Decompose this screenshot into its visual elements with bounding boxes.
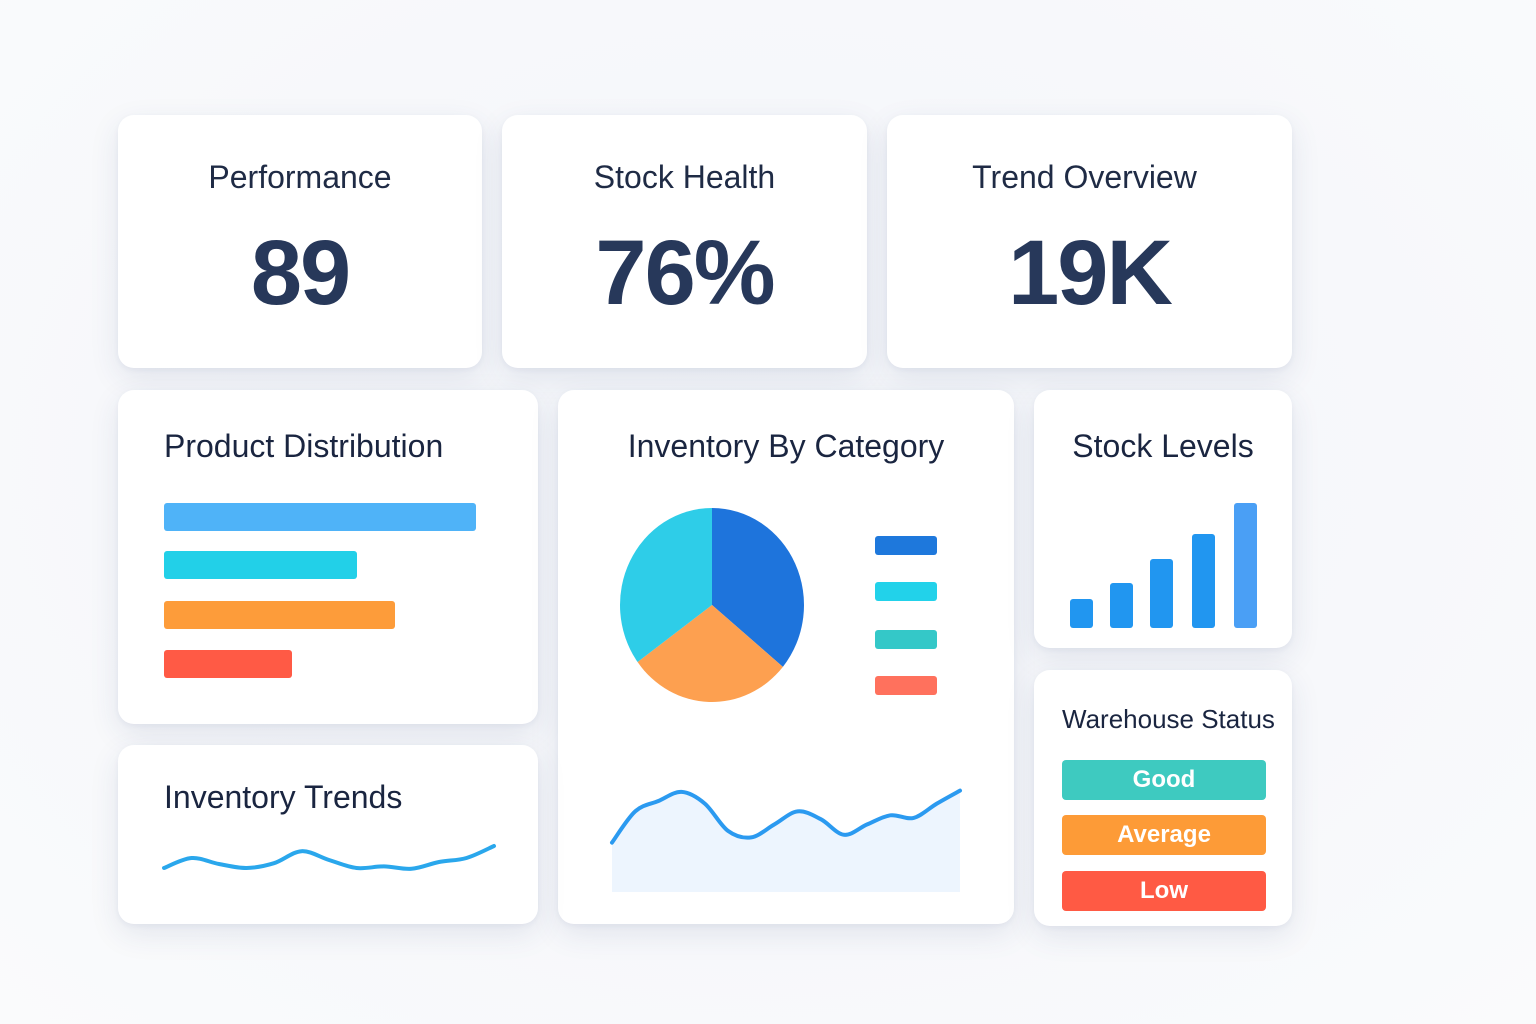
- kpi-title: Trend Overview: [972, 159, 1197, 195]
- category-area-chart: [610, 788, 962, 892]
- category-pie-chart: [620, 508, 804, 702]
- card-title: Inventory By Category: [627, 428, 945, 464]
- card-title: Product Distribution: [164, 428, 444, 464]
- kpi-title: Stock Health: [593, 159, 776, 195]
- area-fill: [612, 790, 960, 892]
- distribution-bar: [164, 503, 476, 531]
- stock-level-bar: [1110, 583, 1133, 628]
- card-title: Warehouse Status: [1062, 704, 1275, 734]
- card-title: Inventory Trends: [164, 779, 403, 815]
- inventory-trend-line: [162, 844, 496, 871]
- distribution-bar: [164, 650, 292, 678]
- kpi-card-stock-health: Stock Health 76%: [502, 115, 867, 368]
- status-average-button[interactable]: Average: [1062, 815, 1266, 855]
- stock-level-bar: [1192, 534, 1215, 628]
- stock-level-bar: [1070, 599, 1093, 628]
- trend-line: [162, 844, 496, 871]
- status-good-button[interactable]: Good: [1062, 760, 1266, 800]
- status-low-button[interactable]: Low: [1062, 871, 1266, 911]
- kpi-card-performance: Performance 89: [118, 115, 482, 368]
- inventory-trends-card: Inventory Trends: [118, 745, 538, 924]
- stock-levels-card: Stock Levels: [1034, 390, 1292, 648]
- area-line: [610, 788, 962, 845]
- product-distribution-card: Product Distribution: [118, 390, 538, 724]
- stock-level-bar: [1150, 559, 1173, 628]
- kpi-value: 89: [250, 222, 351, 324]
- card-title: Stock Levels: [1072, 428, 1254, 464]
- kpi-value: 76%: [595, 222, 775, 324]
- inventory-by-category-card: Inventory By Category: [558, 390, 1014, 924]
- legend-swatch: [875, 582, 937, 601]
- warehouse-status-card: Warehouse Status Good Average Low: [1034, 670, 1292, 926]
- pie-slice: [620, 508, 712, 663]
- distribution-bar: [164, 601, 395, 629]
- pie-slice: [712, 508, 804, 667]
- kpi-title: Performance: [208, 159, 392, 195]
- legend-swatch: [875, 536, 937, 555]
- stock-level-bar: [1234, 503, 1257, 628]
- legend-swatch: [875, 676, 937, 695]
- kpi-value: 19K: [1008, 222, 1173, 324]
- kpi-card-trend-overview: Trend Overview 19K: [887, 115, 1292, 368]
- distribution-bar: [164, 551, 358, 579]
- legend-swatch: [875, 630, 937, 649]
- pie-slice: [637, 605, 783, 702]
